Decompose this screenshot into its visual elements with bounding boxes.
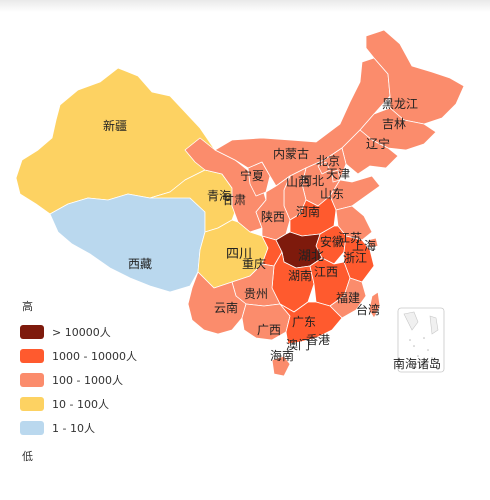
legend-item-label: 100 - 1000人 xyxy=(52,374,123,387)
legend-high-label: 高 xyxy=(22,300,33,313)
label-sichuan: 四川 xyxy=(226,247,252,262)
label-anhui: 安徽 xyxy=(320,234,344,249)
legend-item-label: 1000 - 10000人 xyxy=(52,350,137,363)
label-shandong: 山东 xyxy=(320,187,344,201)
legend-swatch xyxy=(20,325,44,339)
legend-item-over-10000[interactable]: > 10000人 xyxy=(20,320,137,344)
label-zhejiang: 浙江 xyxy=(343,251,367,265)
province-hainan[interactable] xyxy=(271,355,291,377)
province-yunnan[interactable] xyxy=(187,271,247,335)
south-china-sea-inset xyxy=(397,307,445,373)
label-shanxi: 山西 xyxy=(286,175,310,189)
label-jilin: 吉林 xyxy=(382,117,406,131)
label-hainan: 海南 xyxy=(270,348,294,363)
top-shadow xyxy=(0,0,490,12)
label-henan: 河南 xyxy=(296,204,320,219)
legend-swatch xyxy=(20,421,44,435)
province-heilongjiang[interactable] xyxy=(365,29,465,125)
province-neimenggu[interactable] xyxy=(214,57,391,187)
legend-item-1-10[interactable]: 1 - 10人 xyxy=(20,416,137,440)
province-liaoning[interactable] xyxy=(341,129,399,175)
label-tianjin: 天津 xyxy=(326,167,350,181)
province-taiwan[interactable] xyxy=(368,291,381,319)
visual-map-legend: 高 > 10000人 1000 - 10000人 100 - 1000人 10 … xyxy=(20,298,137,470)
legend-item-label: 10 - 100人 xyxy=(52,398,109,411)
label-hubei: 湖北 xyxy=(298,249,324,264)
label-yunnan: 云南 xyxy=(214,300,238,315)
label-guangxi: 广西 xyxy=(257,323,281,337)
label-jiangxi: 江西 xyxy=(314,265,338,279)
label-ningxia: 宁夏 xyxy=(240,168,264,183)
legend-item-label: > 10000人 xyxy=(52,326,111,339)
label-taiwan: 台湾 xyxy=(356,302,380,317)
province-xizang[interactable] xyxy=(49,191,206,293)
legend-low-label: 低 xyxy=(22,450,33,463)
province-shanghai[interactable] xyxy=(367,237,379,249)
label-xianggang: 香港 xyxy=(306,333,330,347)
label-xizang: 西藏 xyxy=(128,257,152,271)
legend-swatch xyxy=(20,397,44,411)
label-qinghai: 青海 xyxy=(207,188,231,203)
legend-swatch xyxy=(20,349,44,363)
label-guangdong: 广东 xyxy=(292,315,316,329)
label-jiangsu: 江苏 xyxy=(338,231,362,245)
label-xinjiang: 新疆 xyxy=(103,118,127,133)
label-aomen: 澳门 xyxy=(286,337,310,352)
province-fujian[interactable] xyxy=(329,277,367,319)
label-beijing: 北京 xyxy=(316,154,340,168)
label-shaanxi: 陕西 xyxy=(261,209,285,224)
province-guangdong[interactable] xyxy=(279,301,343,345)
label-neimenggu: 内蒙古 xyxy=(273,146,309,161)
legend-item-label: 1 - 10人 xyxy=(52,422,95,435)
legend-item-10-100[interactable]: 10 - 100人 xyxy=(20,392,137,416)
label-shanghai: 上海 xyxy=(352,238,376,253)
label-hebei: 河北 xyxy=(300,174,324,188)
label-guizhou: 贵州 xyxy=(244,287,268,301)
label-fujian: 福建 xyxy=(336,290,360,305)
legend-item-100-1000[interactable]: 100 - 1000人 xyxy=(20,368,137,392)
label-gansu: 甘肃 xyxy=(222,193,246,207)
label-heilongjiang: 黑龙江 xyxy=(382,97,418,111)
province-beijing[interactable] xyxy=(317,161,331,175)
label-liaoning: 辽宁 xyxy=(366,136,390,151)
label-hunan: 湖南 xyxy=(288,268,312,283)
label-chongqing: 重庆 xyxy=(242,257,266,271)
legend-item-1000-10000[interactable]: 1000 - 10000人 xyxy=(20,344,137,368)
legend-swatch xyxy=(20,373,44,387)
label-nanhai: 南海诸岛 xyxy=(393,356,441,371)
